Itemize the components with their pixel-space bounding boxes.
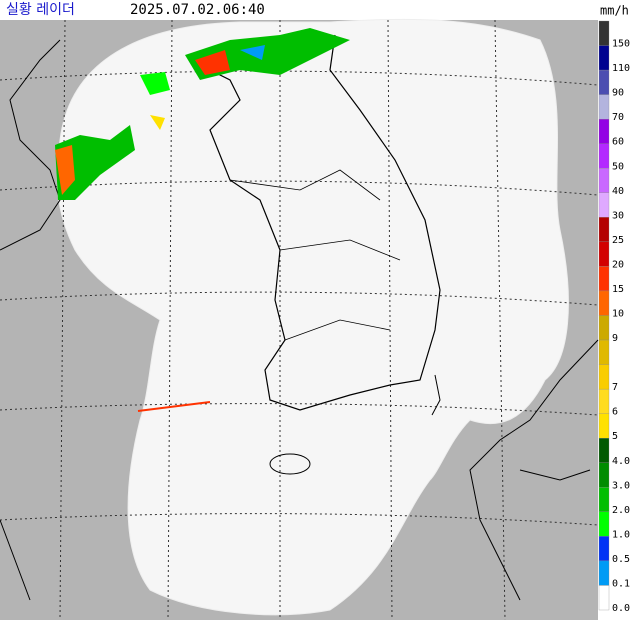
legend-label: 50 <box>612 161 624 172</box>
jeju <box>269 453 311 475</box>
legend-swatch <box>598 266 610 292</box>
legend-swatch <box>598 388 610 414</box>
legend-label: 25 <box>612 235 624 246</box>
legend-label: 2.0 <box>612 505 630 516</box>
province-borders <box>229 169 401 341</box>
coastline-china <box>0 39 61 601</box>
unit: mm/h <box>600 4 629 18</box>
title: 실황 레이더 <box>6 2 75 18</box>
legend: 150 110 90 70 60 50 40 30 25 20 15 10 9 7 6 5 4.0 3.0 2.0 1… <box>598 20 630 614</box>
legend-label: 60 <box>612 137 624 148</box>
coastline-japan <box>431 339 599 601</box>
legend-label: 30 <box>612 210 624 221</box>
coastline-korea <box>189 34 441 411</box>
precipitation <box>55 28 350 412</box>
legend-label: 90 <box>612 88 624 99</box>
legend-swatch <box>598 487 610 512</box>
legend-label: 0.0 <box>612 603 630 614</box>
legend-swatch <box>598 217 610 243</box>
legend-label: 40 <box>612 186 624 197</box>
legend-swatch <box>598 290 610 316</box>
legend-swatch <box>598 45 610 71</box>
legend-label: 9 <box>612 333 618 344</box>
legend-label: 150 <box>612 39 630 50</box>
legend-label: 20 <box>612 259 624 270</box>
legend-swatch <box>598 119 610 144</box>
legend-swatch <box>598 511 610 537</box>
legend-swatch <box>598 241 610 267</box>
legend-swatch <box>598 192 610 218</box>
legend-label: 5 <box>612 431 618 442</box>
legend-label: 70 <box>612 112 624 123</box>
legend-label: 10 <box>612 309 624 320</box>
legend-label: 15 <box>612 284 624 295</box>
timestamp: 2025.07.02.06:40 <box>130 2 265 18</box>
legend-label: 7 <box>612 382 618 393</box>
legend-label: 0.5 <box>612 554 630 565</box>
legend-swatch <box>598 364 610 390</box>
legend-label: 6 <box>612 407 618 418</box>
legend-swatch <box>598 315 610 341</box>
legend-label: 4.0 <box>612 456 630 467</box>
legend-swatch <box>598 462 610 488</box>
legend-swatch <box>598 20 610 46</box>
legend-swatch <box>598 585 610 611</box>
legend-swatch <box>598 69 610 95</box>
radar-coverage <box>56 18 569 616</box>
legend-swatch <box>598 536 610 562</box>
legend-label: 1.0 <box>612 529 630 540</box>
legend-label: 3.0 <box>612 480 630 491</box>
legend-label: 110 <box>612 63 630 74</box>
legend-swatch <box>598 438 610 463</box>
map <box>0 18 599 621</box>
legend-swatch <box>598 339 610 365</box>
header-bar <box>0 0 635 20</box>
legend-label: 0.1 <box>612 578 630 589</box>
legend-swatch <box>598 560 610 586</box>
legend-swatch <box>598 94 610 120</box>
legend-swatch <box>598 413 610 439</box>
legend-swatch <box>598 143 610 169</box>
legend-swatch <box>598 168 610 193</box>
